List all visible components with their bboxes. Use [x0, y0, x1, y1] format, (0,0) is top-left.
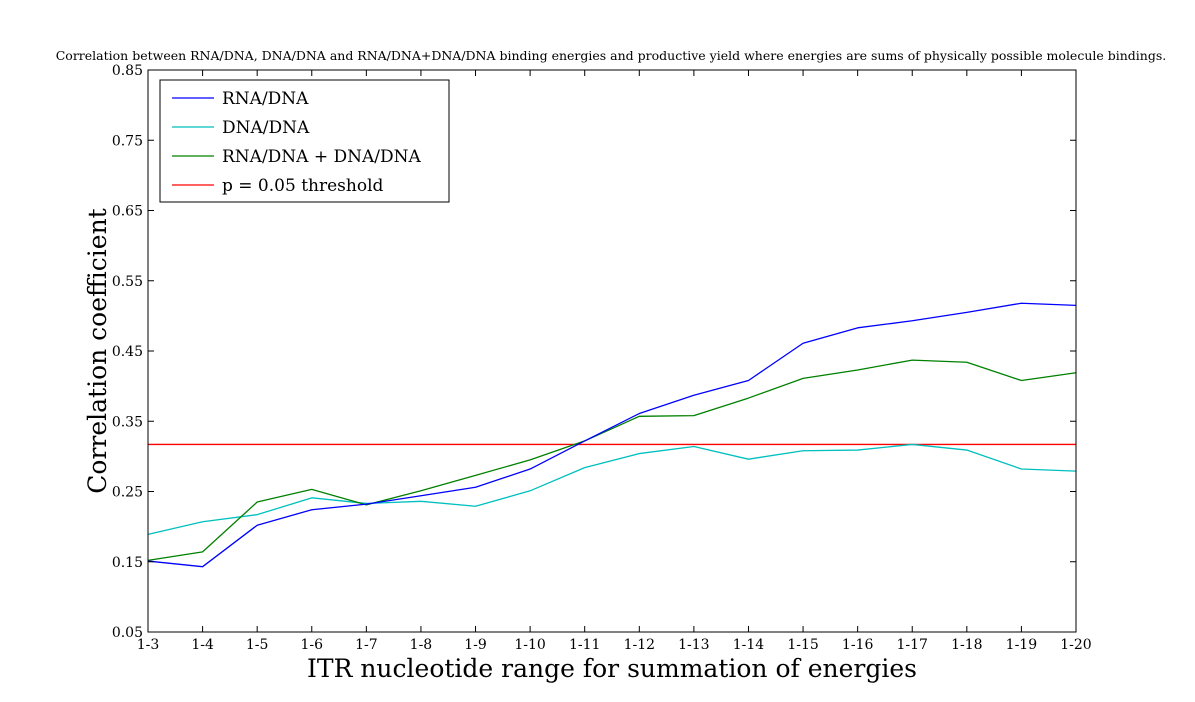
chart-title: Correlation between RNA/DNA, DNA/DNA and…	[56, 48, 1167, 63]
x-axis-label: ITR nucleotide range for summation of en…	[307, 654, 917, 683]
legend-label: RNA/DNA + DNA/DNA	[222, 147, 422, 167]
x-tick-label: 1-10	[514, 637, 545, 653]
x-axis-ticks: 1-3 1-4 1-5 1-6 1-7 1-8 1-9 1-10 1-11 1-12 1-13 1-1…	[137, 70, 1092, 653]
x-tick-label: 1-9	[464, 637, 487, 653]
y-tick-label: 0.45	[112, 344, 143, 360]
x-tick-label: 1-8	[410, 637, 433, 653]
y-tick-label: 0.55	[112, 274, 143, 290]
x-tick-label: 1-12	[624, 637, 655, 653]
plot-lines	[147, 302, 1077, 568]
legend-box	[159, 79, 450, 203]
legend: RNA/DNA DNA/DNA RNA/DNA + DNA/DNA p = 0.05 …	[159, 79, 450, 203]
y-tick-label: 0.85	[112, 63, 143, 79]
x-tick-label: 1-20	[1060, 637, 1091, 653]
x-tick-label: 1-3	[137, 637, 160, 653]
x-tick-label: 1-5	[246, 637, 269, 653]
legend-label: RNA/DNA	[222, 89, 309, 109]
x-tick-label: 1-7	[355, 637, 378, 653]
x-tick-label: 1-13	[678, 637, 709, 653]
plot-area-frame	[147, 69, 1077, 633]
x-tick-label: 1-4	[191, 637, 214, 653]
y-tick-label: 0.75	[112, 133, 143, 149]
legend-label: DNA/DNA	[222, 118, 310, 138]
x-tick-label: 1-6	[300, 637, 323, 653]
x-tick-label: 1-15	[787, 637, 818, 653]
x-tick-label: 1-17	[897, 637, 928, 653]
series-line-rna-dna	[147, 302, 1077, 568]
x-tick-label: 1-14	[733, 637, 765, 653]
y-tick-label: 0.65	[112, 204, 143, 220]
y-tick-label: 0.25	[112, 485, 143, 501]
y-tick-label: 0.05	[112, 625, 143, 641]
y-tick-label: 0.35	[112, 414, 143, 430]
y-axis-ticks: 0.05 0.15 0.25 0.35 0.45 0.55 0.65 0.75 0.85	[112, 63, 1076, 641]
x-tick-label: 1-18	[951, 637, 982, 653]
series-line-dna-dna	[147, 443, 1077, 535]
y-axis-label: Correlation coefficient	[83, 208, 112, 493]
legend-label: p = 0.05 threshold	[222, 176, 384, 196]
x-tick-label: 1-16	[842, 637, 874, 653]
x-tick-label: 1-11	[569, 637, 600, 653]
series-line-rna-dna-dna-dna	[147, 359, 1077, 561]
x-tick-label: 1-19	[1006, 637, 1037, 653]
y-tick-label: 0.15	[112, 555, 143, 571]
